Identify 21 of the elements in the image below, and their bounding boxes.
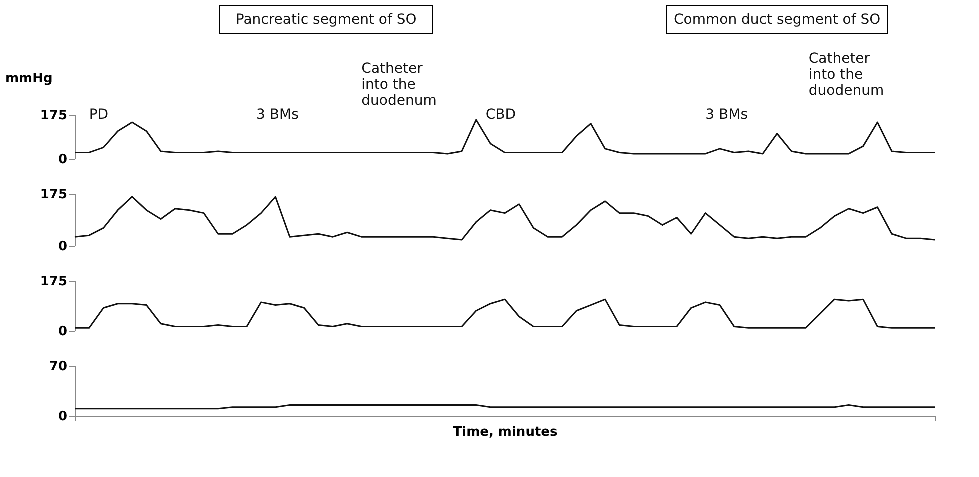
annotation: 3 BMs [256, 107, 299, 123]
text: Catheter into the duodenum [362, 61, 437, 109]
line-series [74, 119, 936, 155]
annotation: PD [89, 107, 109, 123]
y-tick-label: 175 [40, 274, 68, 290]
y-tick-label: 70 [49, 360, 68, 374]
text: Catheter into the duodenum [808, 51, 884, 99]
line-series [74, 298, 936, 329]
y-tick-label: 0 [58, 152, 68, 168]
y-tick-label: 175 [40, 108, 68, 124]
y-axis-title: mmHg [6, 72, 53, 86]
y-tick-label: 0 [58, 410, 68, 424]
y-tick-label: 175 [40, 188, 68, 202]
text: Pancreatic segment of SO [236, 12, 417, 28]
y-tick-label: 0 [58, 240, 68, 254]
annotation: CBD [486, 107, 516, 123]
line-series [74, 196, 936, 241]
annotation: 3 BMs [706, 107, 748, 123]
text: Common duct segment of SO [674, 12, 881, 28]
y-tick-label: 0 [58, 324, 68, 340]
x-axis-title: Time, minutes [453, 425, 558, 440]
